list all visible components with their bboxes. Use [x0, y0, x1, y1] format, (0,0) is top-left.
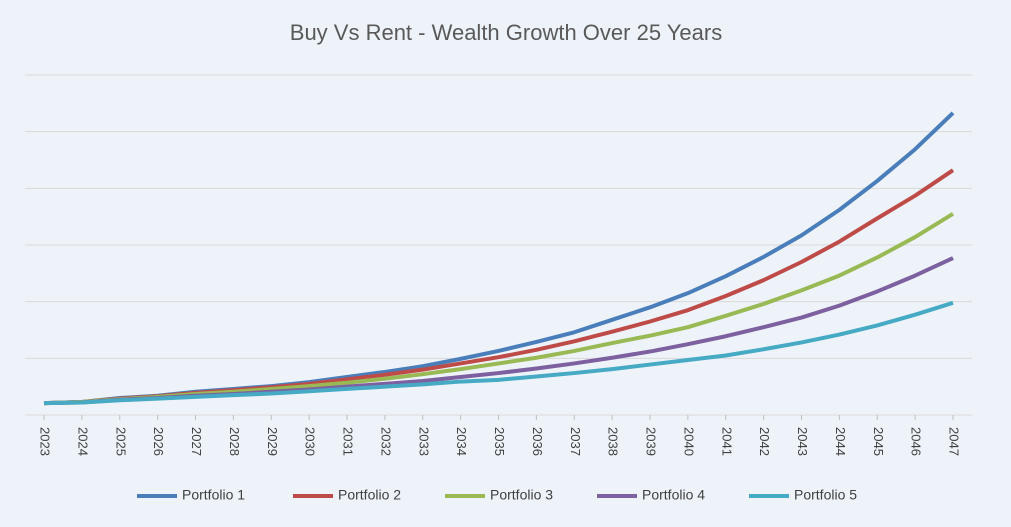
- x-tick-label: 2025: [113, 427, 128, 456]
- x-tick-label: 2032: [378, 427, 393, 456]
- x-tick-label: 2047: [947, 427, 962, 456]
- x-tick-label: 2038: [606, 427, 621, 456]
- x-tick-label: 2043: [795, 427, 810, 456]
- series-line: [43, 168, 955, 406]
- x-tick-label: 2036: [530, 427, 545, 456]
- x-tick-label: 2030: [303, 427, 318, 456]
- series-line: [43, 111, 955, 406]
- x-tick-label: 2035: [492, 427, 507, 456]
- x-tick-label: 2037: [568, 427, 583, 456]
- legend-label: Portfolio 3: [490, 487, 553, 503]
- x-tick-label: 2044: [833, 427, 848, 456]
- legend-label: Portfolio 1: [182, 487, 245, 503]
- x-tick-label: 2039: [644, 427, 659, 456]
- x-tick-label: 2045: [871, 427, 886, 456]
- legend-label: Portfolio 2: [338, 487, 401, 503]
- x-tick-label: 2026: [151, 427, 166, 456]
- x-tick-label: 2029: [265, 427, 280, 456]
- x-tick-label: 2040: [681, 427, 696, 456]
- x-tick-label: 2033: [416, 427, 431, 456]
- chart-title: Buy Vs Rent - Wealth Growth Over 25 Year…: [290, 20, 722, 45]
- x-tick-label: 2046: [909, 427, 924, 456]
- x-tick-label: 2034: [454, 427, 469, 456]
- x-tick-label: 2027: [189, 427, 204, 456]
- x-tick-label: 2024: [75, 427, 90, 456]
- x-tick-label: 2042: [757, 427, 772, 456]
- x-tick-label: 2028: [227, 427, 242, 456]
- x-tick-label: 2031: [341, 427, 356, 456]
- legend-label: Portfolio 5: [794, 487, 857, 503]
- x-tick-label: 2041: [719, 427, 734, 456]
- legend-label: Portfolio 4: [642, 487, 705, 503]
- x-tick-label: 2023: [38, 427, 53, 456]
- series-line: [43, 300, 954, 406]
